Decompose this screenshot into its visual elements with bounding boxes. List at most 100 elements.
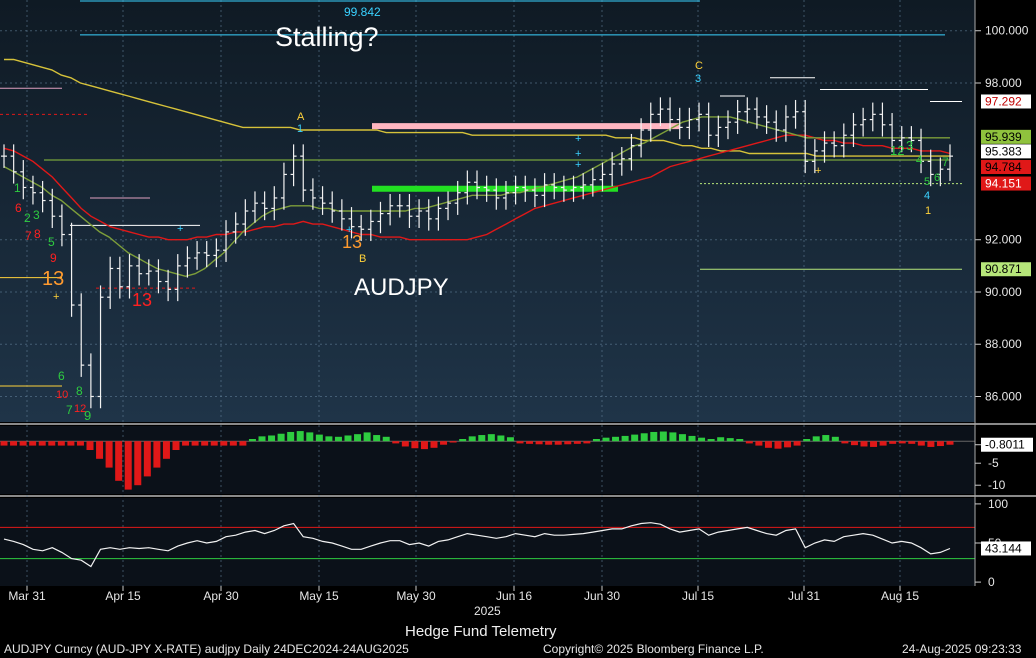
histogram-bar	[268, 435, 276, 442]
td-marker: 8	[76, 384, 83, 398]
td-marker: 7	[942, 155, 949, 169]
histogram-bar	[105, 441, 113, 468]
histogram-bar	[698, 437, 706, 442]
td-marker: 1	[297, 123, 303, 135]
histogram-tick-label: -10	[988, 478, 1006, 492]
histogram-bar	[669, 432, 677, 442]
x-tick-label: Apr 15	[105, 589, 141, 603]
histogram-bar	[48, 441, 56, 446]
td-marker: 7	[66, 403, 73, 417]
histogram-bar	[401, 441, 409, 447]
x-tick-label: May 30	[396, 589, 436, 603]
histogram-bar	[420, 441, 428, 450]
histogram-bar	[659, 431, 667, 442]
price-tick-label: 100.000	[985, 24, 1029, 38]
price-tick-label: 92.000	[985, 233, 1022, 247]
histogram-bar	[917, 441, 925, 446]
chart-annotation-stalling: Stalling?	[275, 22, 379, 52]
histogram-bar	[315, 434, 323, 442]
histogram-bar	[229, 441, 237, 446]
chart-title: AUDJPY	[354, 274, 449, 301]
td-marker: 9	[50, 251, 57, 265]
td-marker: 1	[925, 205, 931, 217]
histogram-bar	[258, 436, 266, 442]
td-marker: 6	[934, 172, 940, 184]
price-box-label: 97.292	[985, 94, 1022, 108]
histogram-panel-bg	[0, 426, 975, 494]
td-marker: 9	[84, 408, 91, 423]
histogram-bar	[936, 441, 944, 447]
xaxis-bg	[0, 586, 1036, 640]
histogram-bar	[621, 435, 629, 442]
histogram-bar	[678, 434, 686, 442]
price-box-label: 94.151	[985, 177, 1022, 191]
histogram-bar	[334, 436, 342, 442]
histogram-bar	[497, 435, 505, 442]
histogram-box-label: -0.8011	[985, 438, 1025, 452]
histogram-bar	[946, 441, 954, 445]
histogram-bar	[182, 441, 190, 446]
td-marker: 5	[48, 235, 55, 249]
histogram-bar	[344, 435, 352, 442]
histogram-bar	[889, 441, 897, 444]
histogram-bar	[162, 441, 170, 459]
price-box	[981, 176, 1031, 191]
footer-center: Hedge Fund Telemetry	[405, 623, 557, 640]
histogram-bar	[86, 441, 94, 450]
histogram-bar	[927, 441, 935, 447]
histogram-bar	[850, 441, 858, 446]
price-panel-bg	[0, 0, 975, 422]
histogram-bar	[774, 441, 782, 449]
x-tick-label: Jun 30	[584, 589, 620, 603]
histogram-bar	[277, 433, 285, 442]
td-marker: 12	[890, 143, 904, 158]
histogram-bar	[96, 441, 104, 459]
histogram-bar	[764, 441, 772, 448]
td-marker: 7	[25, 229, 32, 243]
x-tick-label: Aug 15	[881, 589, 919, 603]
plus-marker: +	[575, 148, 581, 160]
price-tick-label: 86.000	[985, 389, 1022, 403]
histogram-bar	[468, 436, 476, 442]
plus-marker: +	[575, 133, 581, 145]
price-box	[981, 94, 1031, 109]
histogram-bar	[726, 438, 734, 442]
td-marker: 6	[15, 201, 22, 215]
price-box-label: 94.784	[985, 160, 1022, 174]
histogram-bar	[688, 435, 696, 442]
histogram-bar	[478, 435, 486, 442]
histogram-bar	[545, 441, 553, 445]
histogram-bar	[287, 431, 295, 442]
td-marker: 3	[695, 73, 701, 85]
rsi-box	[981, 541, 1031, 556]
histogram-bar	[573, 441, 581, 444]
histogram-bar	[306, 432, 314, 442]
histogram-bar	[449, 441, 457, 443]
td-marker: 13	[42, 268, 64, 290]
td-marker: 2	[24, 211, 31, 225]
histogram-bar	[67, 441, 75, 446]
histogram-bar	[736, 439, 744, 442]
histogram-bar	[153, 441, 161, 468]
histogram-bar	[554, 441, 562, 445]
histogram-bar	[631, 434, 639, 442]
td-marker: 13	[342, 232, 362, 252]
histogram-bar	[440, 441, 448, 445]
footer-timestamp: 24-Aug-2025 09:23:33	[902, 642, 1022, 656]
histogram-bar	[392, 441, 400, 444]
histogram-tick-label: -5	[988, 456, 999, 470]
histogram-bar	[210, 441, 218, 446]
x-tick-label: Jun 16	[496, 589, 532, 603]
td-marker: 5	[924, 176, 930, 188]
td-marker: 10	[56, 389, 68, 401]
histogram-bar	[602, 437, 610, 442]
histogram-bar	[459, 439, 467, 442]
histogram-bar	[755, 441, 763, 446]
histogram-bar	[717, 437, 725, 442]
x-tick-label: Jul 31	[788, 589, 820, 603]
histogram-bar	[220, 441, 228, 446]
histogram-bar	[745, 441, 753, 444]
histogram-bar	[10, 441, 18, 446]
histogram-bar	[363, 432, 371, 442]
histogram-bar	[201, 441, 209, 446]
